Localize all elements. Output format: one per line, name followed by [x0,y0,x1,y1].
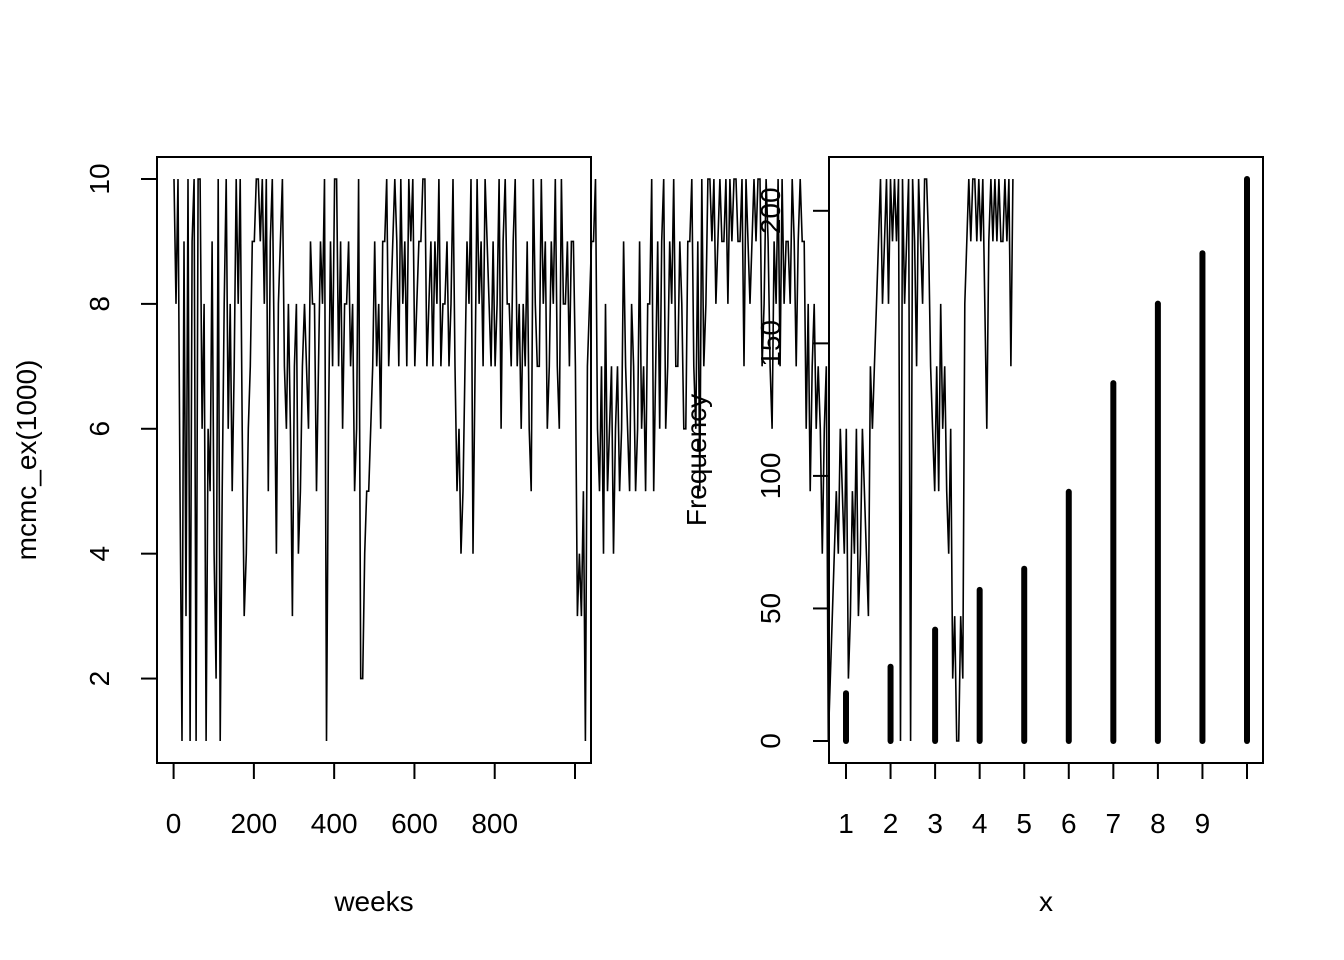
trace-plot-x-axis-title: weeks [333,886,413,917]
x-tick-label: 6 [1061,808,1077,839]
y-tick-label: 0 [755,733,786,749]
y-tick-label: 100 [755,453,786,500]
y-tick-label: 10 [84,163,115,194]
trace-plot-y-axis-title: mcmc_ex(1000) [11,360,42,561]
x-tick-label: 0 [166,808,182,839]
x-tick-label: 800 [471,808,518,839]
y-tick-label: 150 [755,320,786,367]
x-tick-label: 600 [391,808,438,839]
trace-line [173,178,1014,742]
x-tick-label: 3 [927,808,943,839]
y-tick-label: 8 [84,296,115,312]
y-tick-label: 6 [84,421,115,437]
frequency-plot-x-axis-title: x [1039,886,1053,917]
x-tick-label: 8 [1150,808,1166,839]
y-tick-label: 200 [755,187,786,234]
y-tick-label: 4 [84,546,115,562]
x-tick-label: 9 [1195,808,1211,839]
frequency-plot-axes: 1 2 3 4 5 6 7 8 9 0 50 100 150 200 [755,187,1248,839]
y-tick-label: 50 [755,593,786,624]
frequency-plot-frame [828,156,1264,764]
x-tick-label: 5 [1016,808,1032,839]
frequency-plot-y-axis-title: Frequency [681,394,712,526]
x-tick-label: 200 [231,808,278,839]
x-tick-label: 1 [838,808,854,839]
x-tick-label: 4 [972,808,988,839]
frequency-plot-bars [843,176,1250,744]
trace-plot-series [173,178,1014,742]
x-tick-label: 400 [311,808,358,839]
x-tick-label: 7 [1106,808,1122,839]
y-tick-label: 2 [84,671,115,687]
x-tick-label: 2 [883,808,899,839]
frequency-plot: 1 2 3 4 5 6 7 8 9 0 50 100 150 200 x Frequency [681,156,1264,917]
trace-plot-axes: 0 200 400 600 800 2 4 6 8 10 [84,163,576,839]
